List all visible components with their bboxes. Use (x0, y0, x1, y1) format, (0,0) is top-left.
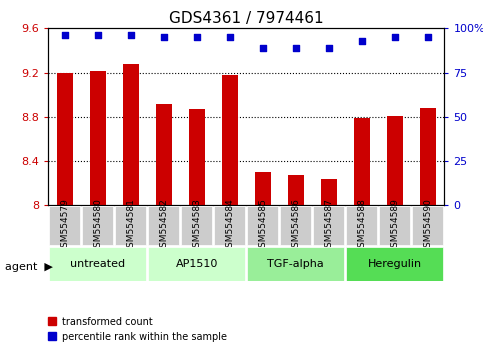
Point (292, 45, 299, 51)
FancyBboxPatch shape (214, 206, 245, 245)
Bar (255, 172, 271, 205)
Bar (156, 104, 172, 205)
FancyBboxPatch shape (346, 247, 443, 281)
Bar (420, 108, 436, 205)
Text: GSM554579: GSM554579 (60, 198, 69, 253)
Legend: transformed count, percentile rank within the sample: transformed count, percentile rank withi… (43, 313, 231, 346)
Point (61, 33, 69, 38)
Text: GSM554588: GSM554588 (357, 198, 366, 253)
FancyBboxPatch shape (412, 206, 443, 245)
Text: GSM554584: GSM554584 (226, 198, 234, 253)
FancyBboxPatch shape (181, 206, 213, 245)
Text: GSM554585: GSM554585 (258, 198, 267, 253)
Text: untreated: untreated (70, 259, 126, 269)
FancyBboxPatch shape (115, 206, 146, 245)
Text: GSM554581: GSM554581 (127, 198, 135, 253)
Bar (386, 116, 403, 205)
FancyBboxPatch shape (148, 206, 179, 245)
FancyBboxPatch shape (82, 206, 114, 245)
Point (226, 34, 234, 40)
FancyBboxPatch shape (49, 206, 80, 245)
Point (424, 34, 432, 40)
FancyBboxPatch shape (247, 247, 344, 281)
Point (325, 45, 333, 51)
FancyBboxPatch shape (313, 206, 344, 245)
Bar (89, 72, 106, 205)
Bar (123, 64, 139, 205)
Text: GSM554589: GSM554589 (390, 198, 399, 253)
FancyBboxPatch shape (148, 247, 245, 281)
Point (391, 34, 399, 40)
Bar (222, 75, 238, 205)
Point (127, 33, 135, 38)
Text: GSM554583: GSM554583 (192, 198, 201, 253)
Text: Heregulin: Heregulin (368, 259, 422, 269)
Bar (354, 118, 370, 205)
Text: AP1510: AP1510 (176, 259, 218, 269)
Point (193, 34, 201, 40)
Bar (188, 109, 205, 205)
FancyBboxPatch shape (280, 206, 312, 245)
Text: GSM554582: GSM554582 (159, 198, 168, 253)
Point (358, 38, 366, 44)
Bar (287, 176, 304, 205)
FancyBboxPatch shape (346, 206, 377, 245)
FancyBboxPatch shape (49, 247, 146, 281)
Text: GSM554580: GSM554580 (93, 198, 102, 253)
Bar (57, 73, 73, 205)
Text: TGF-alpha: TGF-alpha (268, 259, 324, 269)
Text: GSM554587: GSM554587 (325, 198, 333, 253)
Text: GSM554586: GSM554586 (291, 198, 300, 253)
Title: GDS4361 / 7974461: GDS4361 / 7974461 (169, 11, 324, 26)
Point (259, 45, 267, 51)
Point (94, 33, 102, 38)
FancyBboxPatch shape (379, 206, 411, 245)
FancyBboxPatch shape (247, 206, 278, 245)
Text: GSM554590: GSM554590 (424, 198, 432, 253)
Point (160, 34, 168, 40)
Bar (321, 179, 337, 205)
Text: agent  ▶: agent ▶ (5, 262, 53, 272)
